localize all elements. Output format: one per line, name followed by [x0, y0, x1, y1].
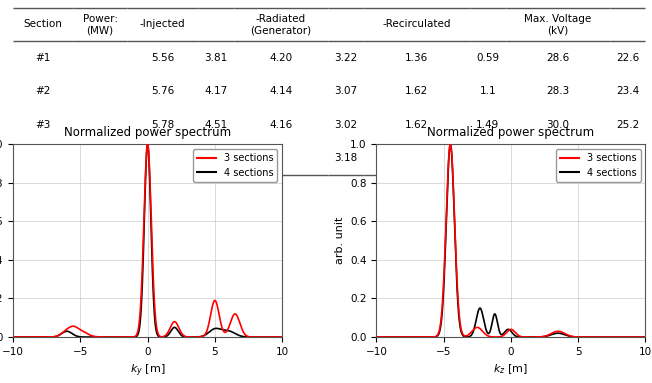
X-axis label: $k_y$ [m]: $k_y$ [m] — [130, 362, 166, 379]
Legend: 3 sections, 4 sections: 3 sections, 4 sections — [556, 149, 641, 182]
X-axis label: $k_z$ [m]: $k_z$ [m] — [494, 362, 528, 376]
Legend: 3 sections, 4 sections: 3 sections, 4 sections — [193, 149, 277, 182]
Y-axis label: arb. unit: arb. unit — [334, 217, 344, 264]
Title: Normalized power spectrum: Normalized power spectrum — [64, 126, 231, 139]
Title: Normalized power spectrum: Normalized power spectrum — [427, 126, 595, 139]
